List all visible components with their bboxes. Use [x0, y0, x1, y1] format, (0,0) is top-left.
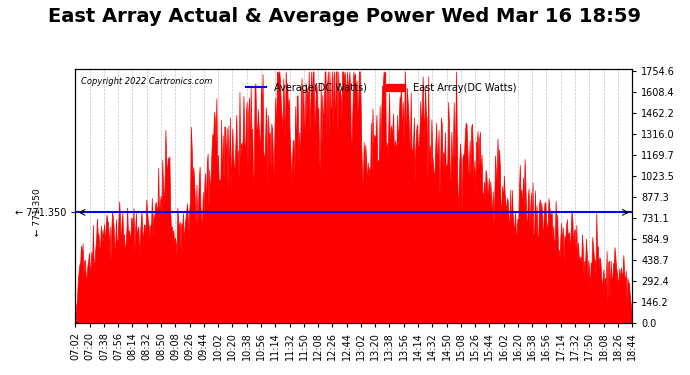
Legend: Average(DC Watts), East Array(DC Watts): Average(DC Watts), East Array(DC Watts) — [243, 79, 521, 97]
Text: East Array Actual & Average Power Wed Mar 16 18:59: East Array Actual & Average Power Wed Ma… — [48, 8, 642, 27]
Text: ← 771.350: ← 771.350 — [33, 189, 42, 236]
Text: Copyright 2022 Cartronics.com: Copyright 2022 Cartronics.com — [81, 76, 213, 86]
